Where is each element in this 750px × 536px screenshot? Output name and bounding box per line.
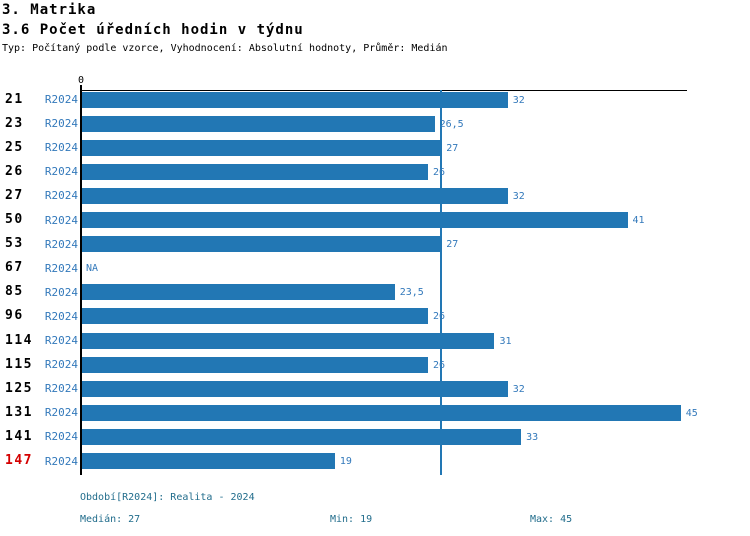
bar-value-label: 26,5	[439, 118, 464, 130]
row-series-label: R2024	[44, 430, 78, 444]
bar	[82, 453, 335, 469]
bar	[82, 356, 428, 373]
chart-row: 115 R2024 26	[0, 356, 750, 373]
bar-value-label: 31	[499, 335, 512, 347]
row-id-label: 115	[5, 356, 33, 372]
row-series-label: R2024	[44, 261, 78, 275]
bar	[82, 163, 428, 180]
chart-row: 114 R2024 31	[0, 332, 750, 349]
row-id-label: 147	[5, 453, 33, 468]
median-reference-line	[440, 90, 443, 475]
row-id-label: 50	[5, 212, 24, 227]
bar	[82, 284, 395, 301]
bar	[82, 91, 508, 108]
chart-row: 85 R2024 23,5	[0, 284, 750, 301]
row-id-label: 21	[5, 91, 24, 107]
row-series-label: R2024	[44, 309, 78, 323]
x-axis-zero-tick-label: 0	[77, 75, 85, 86]
row-id-label: 23	[5, 115, 24, 131]
bar-value-label: 41	[632, 215, 645, 226]
legend-min: Min: 19	[330, 514, 373, 525]
y-axis-line	[80, 85, 82, 475]
row-series-label: R2024	[44, 237, 78, 251]
chart-row: 25 R2024 27	[0, 139, 750, 156]
row-id-label: 67	[5, 260, 24, 276]
chart-row: 125 R2024 32	[0, 380, 750, 397]
row-series-label: R2024	[44, 213, 78, 227]
x-axis-line	[81, 89, 687, 91]
row-series-label: R2024	[44, 382, 78, 396]
page-title: 3. Matrika	[2, 2, 97, 18]
row-series-label: R2024	[44, 141, 78, 155]
bar	[82, 236, 442, 253]
bar-value-label: 26	[432, 311, 445, 323]
row-id-label: 131	[5, 404, 33, 420]
bar	[82, 115, 435, 132]
row-id-label: 25	[5, 139, 24, 155]
row-id-label: 85	[5, 284, 24, 300]
bar	[82, 187, 508, 204]
chart-row: 23 R2024 26,5	[0, 115, 750, 132]
chart-row: 27 R2024 32	[0, 187, 750, 204]
chart-row: 96 R2024 26	[0, 308, 750, 325]
bar-value-label: 33	[526, 431, 539, 443]
row-series-label: R2024	[44, 285, 78, 299]
row-id-label: 141	[5, 428, 33, 444]
row-series-label: R2024	[44, 454, 78, 468]
bar-value-label: 45	[685, 407, 698, 419]
chart-row: 21 R2024 32	[0, 91, 750, 108]
bar-value-label: 27	[446, 239, 459, 251]
bar-value-label: NA	[86, 263, 99, 275]
row-series-label: R2024	[44, 334, 78, 347]
row-id-label: 26	[5, 163, 24, 179]
bar	[82, 139, 442, 156]
chart-row: 67 R2024 NA	[0, 260, 750, 276]
bar	[82, 404, 681, 421]
chart-row: 141 R2024 33	[0, 428, 750, 445]
legend-median: Medián: 27	[80, 514, 141, 525]
bar-value-label: 26	[432, 166, 445, 178]
row-series-label: R2024	[44, 117, 78, 131]
bar	[82, 308, 428, 325]
row-id-label: 53	[5, 236, 24, 252]
row-id-label: 125	[5, 380, 33, 396]
chart-row: 50 R2024 41	[0, 212, 750, 228]
legend-period: Období[R2024]: Realita - 2024	[80, 492, 255, 503]
bar	[82, 332, 495, 349]
row-id-label: 96	[5, 308, 24, 324]
bar-value-label: 27	[446, 142, 459, 154]
chart-row: 53 R2024 27	[0, 236, 750, 253]
bar-value-label: 23,5	[399, 287, 424, 299]
chart-row: 131 R2024 45	[0, 404, 750, 421]
chart-meta-line: Typ: Počítaný podle vzorce, Vyhodnocení:…	[2, 43, 448, 54]
chart-row: 147 R2024 19	[0, 453, 750, 469]
chart-row: 26 R2024 26	[0, 163, 750, 180]
bar-value-label: 19	[339, 456, 352, 467]
row-id-label: 114	[5, 332, 33, 348]
bar	[82, 428, 522, 445]
row-id-label: 27	[5, 187, 24, 203]
bar-value-label: 32	[512, 94, 525, 106]
row-series-label: R2024	[44, 358, 78, 372]
bar-value-label: 32	[512, 383, 525, 395]
chart-title: 3.6 Počet úředních hodin v týdnu	[2, 22, 304, 38]
bar	[82, 212, 628, 228]
legend-max: Max: 45	[530, 514, 573, 525]
row-series-label: R2024	[44, 165, 78, 179]
bar	[82, 380, 508, 397]
bar-value-label: 32	[512, 190, 525, 202]
row-series-label: R2024	[44, 93, 78, 106]
row-series-label: R2024	[44, 189, 78, 203]
bar-value-label: 26	[432, 359, 445, 371]
row-series-label: R2024	[44, 406, 78, 420]
